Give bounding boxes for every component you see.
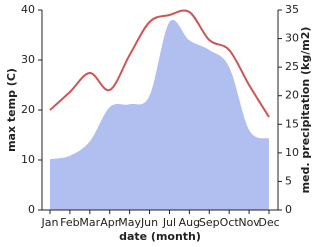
x-tick-label: Jul xyxy=(162,216,176,229)
y-tick-label: 30 xyxy=(21,53,35,66)
y-tick-label: 10 xyxy=(21,153,35,166)
x-tick-label: Oct xyxy=(220,216,240,229)
y2-tick-label: 20 xyxy=(285,89,299,102)
y2-tick-label: 25 xyxy=(285,60,299,73)
x-tick-label: Feb xyxy=(60,216,79,229)
y2-axis-title: med. precipitation (kg/m2) xyxy=(299,27,312,194)
x-tick-label: Mar xyxy=(79,216,100,229)
x-tick-label: Sep xyxy=(199,216,220,229)
x-tick-label: Jan xyxy=(41,216,59,229)
y-tick-label: 0 xyxy=(28,203,35,216)
y2-tick-label: 35 xyxy=(285,3,299,16)
x-tick-label: Aug xyxy=(179,216,200,229)
x-tick-label: Jun xyxy=(140,216,158,229)
precipitation-area xyxy=(50,19,269,210)
y2-tick-label: 15 xyxy=(285,117,299,130)
y-tick-label: 20 xyxy=(21,103,35,116)
x-tick-label: Apr xyxy=(100,216,120,229)
x-tick-label: May xyxy=(118,216,141,229)
y2-tick-label: 30 xyxy=(285,32,299,45)
x-tick-label: Dec xyxy=(258,216,279,229)
y-axis-title: max temp (C) xyxy=(5,68,18,152)
x-axis-title: date (month) xyxy=(119,230,201,243)
y2-tick-label: 5 xyxy=(285,174,292,187)
y2-tick-label: 10 xyxy=(285,146,299,159)
x-tick-label: Nov xyxy=(238,216,260,229)
y2-tick-label: 0 xyxy=(285,203,292,216)
y-tick-label: 40 xyxy=(21,3,35,16)
temp-line xyxy=(49,9,270,118)
